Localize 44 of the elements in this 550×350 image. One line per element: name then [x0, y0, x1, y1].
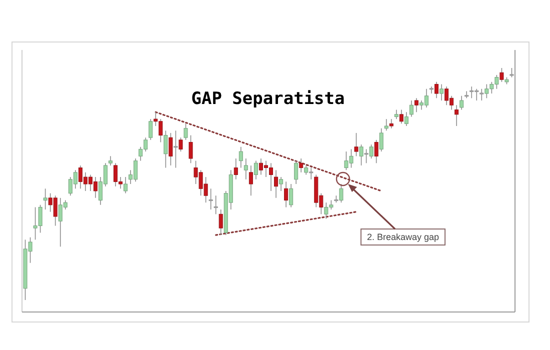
- candlestick: [299, 158, 304, 173]
- candlestick: [148, 118, 153, 140]
- candlestick: [208, 188, 213, 210]
- annotation: 2. Breakaway gap: [366, 232, 440, 242]
- candlestick: [404, 112, 408, 126]
- candlestick: [394, 109, 398, 120]
- candlestick: [464, 90, 469, 99]
- candlestick: [414, 98, 418, 112]
- candlestick: [399, 109, 404, 124]
- candlestick: [214, 195, 218, 215]
- candlestick: [409, 100, 414, 118]
- candlestick: [289, 184, 294, 208]
- candlestick: [379, 128, 384, 152]
- candlestick: [284, 181, 288, 208]
- candlestick: [294, 160, 298, 184]
- candlestick: [108, 156, 113, 166]
- candlestick: [184, 123, 188, 140]
- candlestick: [440, 84, 444, 101]
- candlestick: [429, 86, 434, 94]
- candlestick: [248, 165, 253, 196]
- text: GAP Separatista: [191, 89, 345, 109]
- candlestick: [174, 130, 178, 168]
- candlestick: [188, 134, 193, 164]
- candlestick: [254, 160, 258, 180]
- candlestick: [43, 188, 48, 210]
- candlestick: [238, 146, 243, 168]
- candlestick: [374, 140, 378, 164]
- candlestick: [124, 176, 128, 194]
- candlestick: [279, 176, 284, 192]
- candlestick: [218, 209, 223, 236]
- candlestick: [234, 158, 238, 180]
- candlestick: [454, 104, 459, 126]
- candlestick: [480, 88, 484, 101]
- candlestick: [384, 118, 388, 132]
- candlestick: [460, 95, 464, 110]
- candlestick: [274, 170, 278, 198]
- candlestick: [500, 68, 504, 82]
- candlestick: [244, 158, 248, 180]
- candlestick: [354, 132, 358, 157]
- candlestick: [364, 148, 368, 164]
- candlestick: [164, 130, 168, 168]
- candlestick: [510, 68, 514, 78]
- candlestick: [389, 118, 394, 129]
- candlestick: [309, 167, 314, 180]
